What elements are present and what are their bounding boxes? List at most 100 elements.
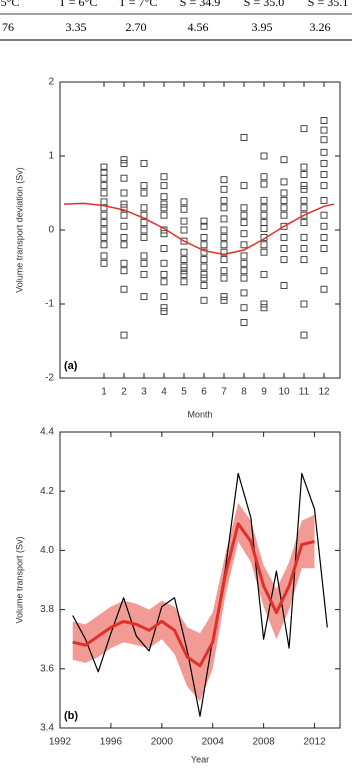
scatter-point	[300, 182, 308, 190]
scatter-point	[300, 256, 308, 264]
scatter-point	[180, 205, 188, 213]
scatter-point	[100, 182, 108, 190]
y-tick-label: 4.2	[40, 486, 54, 497]
scatter-point	[200, 296, 208, 304]
scatter-point	[320, 148, 328, 156]
scatter-point	[240, 230, 248, 238]
scatter-point	[160, 173, 168, 181]
scatter-point	[260, 173, 268, 181]
x-tick-label: 1	[101, 387, 107, 398]
scatter-point	[120, 222, 128, 230]
scatter-point	[220, 176, 228, 184]
scatter-point	[280, 256, 288, 264]
scatter-point	[160, 211, 168, 219]
scatter-point	[180, 217, 188, 225]
x-tick-label: 4	[161, 387, 167, 398]
scatter-point	[140, 219, 148, 227]
scatter-point	[120, 285, 128, 293]
scatter-point	[120, 189, 128, 197]
scatter-point	[260, 270, 268, 278]
scatter-point	[320, 233, 328, 241]
scatter-point	[160, 230, 168, 238]
scatter-point	[240, 274, 248, 282]
scatter-point	[140, 270, 148, 278]
scatter-point	[220, 185, 228, 193]
scatter-point	[260, 225, 268, 232]
scatter-point	[140, 252, 148, 260]
scatter-point	[120, 233, 128, 241]
scatter-point	[200, 282, 208, 289]
scatter-point	[220, 296, 228, 304]
plot-frame	[59, 431, 341, 729]
x-tick-label: 3	[141, 387, 147, 398]
scatter-point	[200, 274, 208, 282]
scatter-point	[160, 304, 168, 312]
scatter-point	[260, 300, 268, 308]
scatter-point	[240, 259, 248, 267]
scatter-point	[300, 211, 308, 219]
scatter-point	[120, 331, 128, 339]
scatter-point	[280, 222, 288, 230]
scatter-point	[160, 293, 168, 301]
x-tick-label: 9	[261, 387, 267, 398]
scatter-point	[320, 211, 328, 219]
scatter-point	[200, 263, 208, 271]
scatter-point	[140, 233, 148, 241]
scatter-point	[160, 182, 168, 190]
scatter-point	[220, 204, 228, 212]
scatter-point	[200, 248, 208, 256]
scatter-point	[200, 217, 208, 225]
table-header-cell: 5°C	[1, 0, 20, 9]
scatter-point	[140, 259, 148, 267]
scatter-point	[120, 267, 128, 275]
x-tick-label: 2004	[202, 737, 225, 748]
scatter-point	[100, 241, 108, 249]
y-tick-label: 1	[48, 151, 54, 162]
scatter-point	[100, 211, 108, 219]
scatter-point	[220, 248, 228, 256]
table-header-cell: S = 35.0	[244, 0, 284, 9]
scatter-point	[260, 241, 268, 249]
scatter-point	[260, 211, 268, 219]
panel-label: (b)	[64, 710, 78, 722]
y-tick-label: 0	[48, 225, 54, 236]
scatter-point	[240, 319, 248, 326]
scatter-point	[220, 233, 228, 241]
y-tick-label: -2	[45, 373, 54, 384]
scatter-point	[140, 293, 148, 301]
scatter-point	[140, 159, 148, 167]
scatter-point	[220, 196, 228, 204]
scatter-point	[160, 245, 168, 252]
scatter-point	[160, 270, 168, 278]
scatter-point	[120, 159, 128, 167]
scatter-point	[100, 252, 108, 260]
table-cell: 3.95	[252, 20, 273, 34]
scatter-point	[240, 289, 248, 297]
scatter-point	[100, 233, 108, 241]
x-tick-label: 6	[201, 387, 207, 398]
scatter-point	[240, 211, 248, 219]
scatter-point	[160, 278, 168, 286]
x-tick-label: 1996	[100, 737, 123, 748]
x-tick-label: 1992	[49, 737, 72, 748]
scatter-point	[260, 180, 268, 188]
scatter-point	[180, 237, 188, 245]
scatter-point	[320, 267, 328, 275]
scatter-point	[240, 267, 248, 275]
scatter-point	[100, 163, 108, 171]
panel-label: (a)	[64, 360, 78, 372]
scatter-point	[260, 248, 268, 256]
series-line	[72, 522, 315, 668]
y-tick-label: 4.4	[40, 427, 54, 438]
scatter-point	[100, 198, 108, 206]
scatter-point	[240, 204, 248, 212]
scatter-point	[100, 189, 108, 197]
scatter-point	[280, 211, 288, 219]
scatter-point	[100, 204, 108, 212]
plot-frame	[59, 81, 341, 379]
scatter-point	[260, 152, 268, 160]
scatter-point	[200, 233, 208, 241]
y-axis-title: Volume transport deviation (Sv)	[14, 167, 24, 293]
x-axis-title: Year	[191, 754, 209, 764]
scatter-point	[180, 270, 188, 278]
